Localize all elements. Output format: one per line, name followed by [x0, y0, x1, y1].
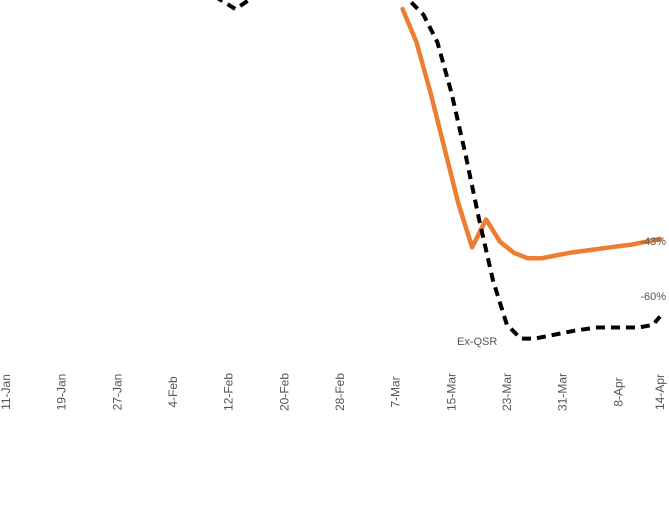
x-tick-label: 28-Feb — [333, 373, 347, 411]
series-label-ex-qsr: Ex-QSR — [457, 336, 497, 348]
x-tick-label: 23-Mar — [500, 373, 514, 411]
x-tick-label: 12-Feb — [222, 373, 236, 411]
annotations: -43% -60% Ex-QSR — [457, 236, 666, 348]
x-tick-label: 4-Feb — [166, 376, 180, 408]
series-layer — [216, 0, 663, 341]
x-tick-label: 14-Apr — [653, 374, 667, 410]
series-line-orange — [400, 6, 663, 261]
x-tick-label: 7-Mar — [389, 376, 403, 407]
end-label-black: -60% — [640, 291, 666, 303]
x-axis-ticks: 11-Jan 19-Jan 27-Jan 4-Feb 12-Feb 20-Feb 28-Fe… — [0, 373, 667, 411]
end-label-orange: -43% — [640, 236, 666, 248]
x-tick-label: 20-Feb — [277, 373, 291, 411]
x-tick-label: 8-Apr — [611, 377, 625, 406]
x-tick-label: 11-Jan — [0, 374, 13, 410]
x-tick-label: 31-Mar — [556, 373, 570, 411]
x-tick-label: 27-Jan — [110, 374, 124, 411]
x-tick-label: 15-Mar — [444, 373, 458, 411]
x-tick-label: 19-Jan — [55, 374, 69, 411]
series-line-black — [216, 0, 662, 341]
